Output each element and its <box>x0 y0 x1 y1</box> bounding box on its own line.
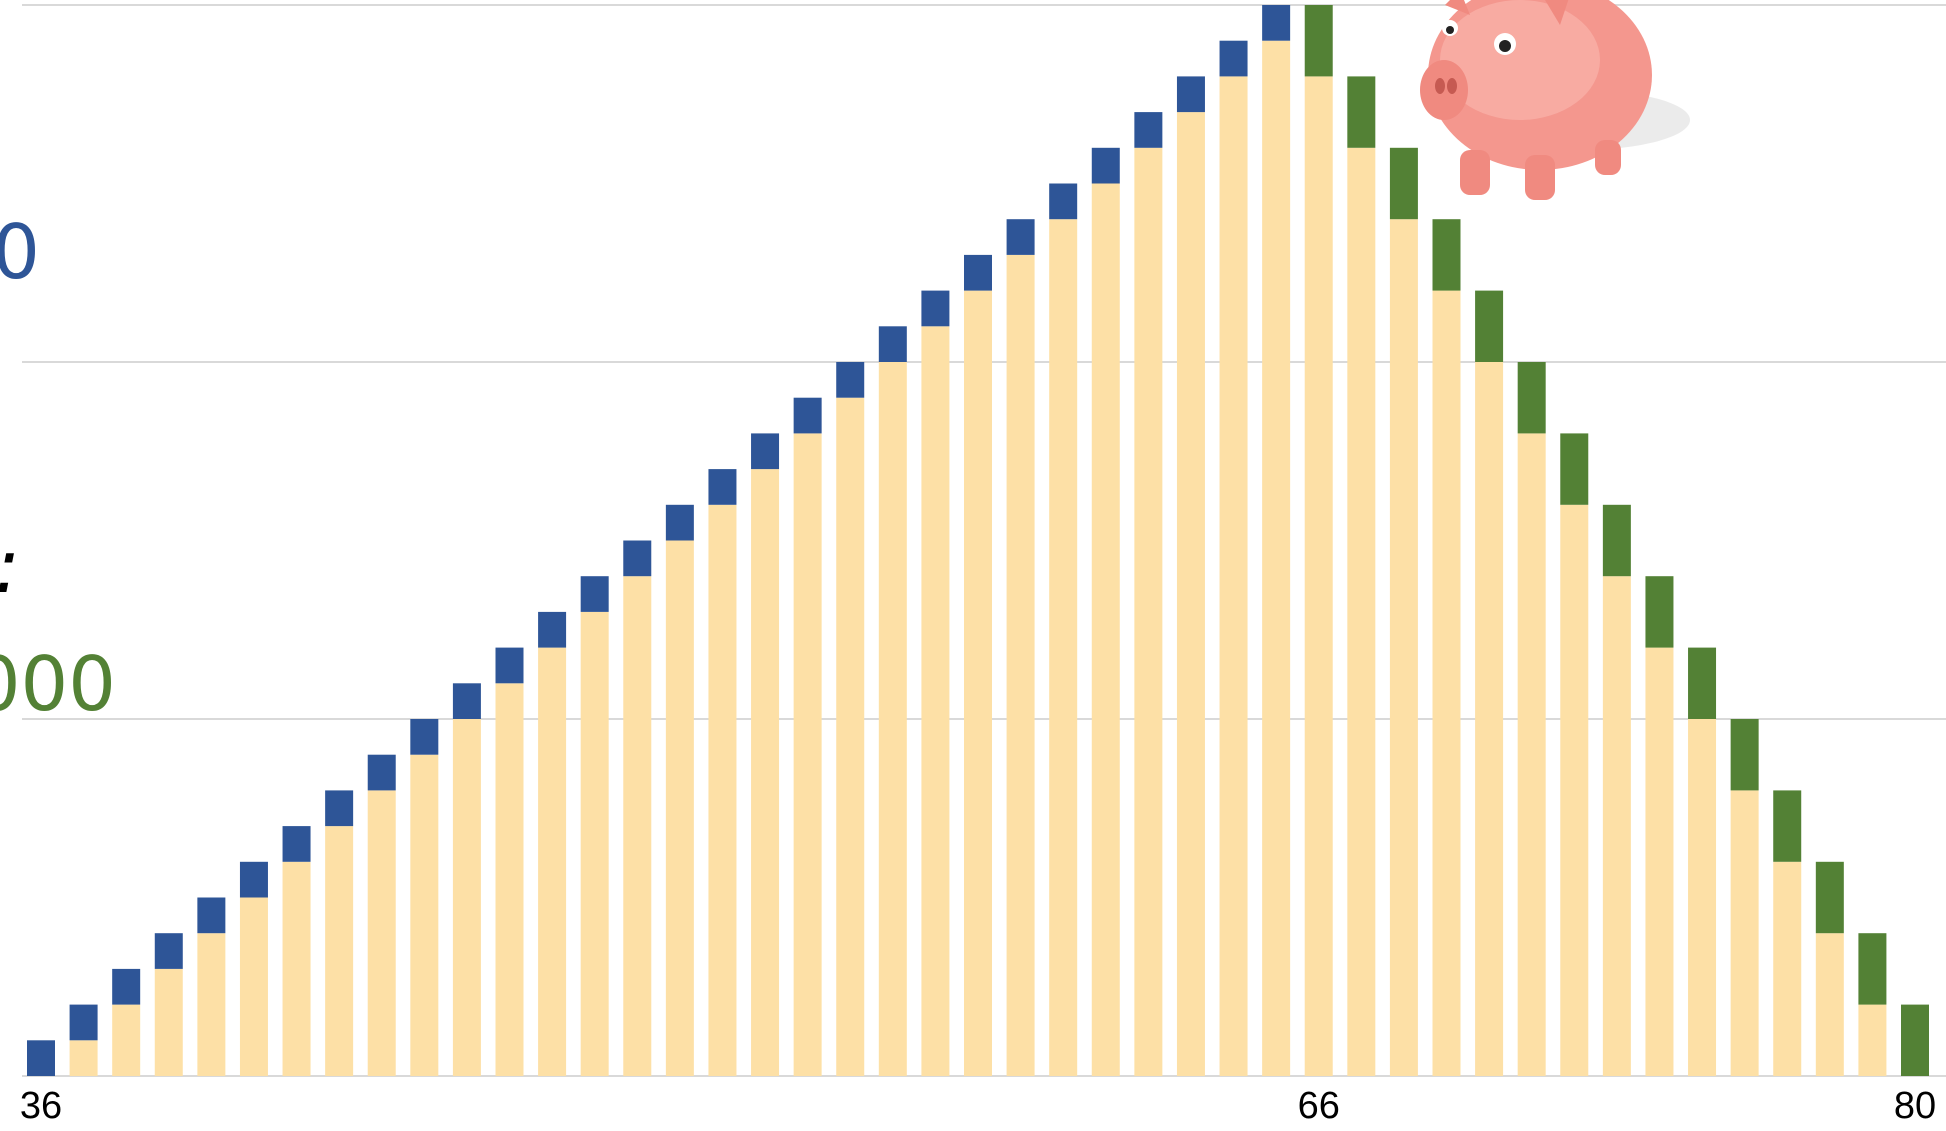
bar-segment <box>1006 219 1035 255</box>
bar-segment <box>495 683 524 1076</box>
bar-segment <box>921 326 950 1076</box>
bar-segment <box>964 290 992 1077</box>
bar-segment <box>1219 76 1248 1076</box>
bar-segment <box>1730 790 1759 1076</box>
bar-segment <box>1858 933 1887 1005</box>
bar-segment <box>793 397 822 434</box>
bar-segment <box>69 1040 98 1076</box>
bar-segment <box>921 290 950 327</box>
bar-segment <box>410 754 439 1076</box>
bar-segment <box>1645 576 1674 648</box>
bar-segment <box>1475 290 1504 362</box>
bar-segment <box>1347 76 1376 148</box>
bar-segment <box>1517 433 1546 1076</box>
bar-segment <box>1219 40 1248 77</box>
bar-segment <box>197 933 226 1076</box>
bar-segment <box>1602 504 1631 577</box>
bar-segment <box>964 254 992 291</box>
bar-segment <box>751 433 780 470</box>
bar-segment <box>1773 790 1802 862</box>
bar-segment <box>1389 147 1418 220</box>
bar-segment <box>282 826 311 862</box>
bar-segment <box>1091 147 1120 184</box>
bar-segment <box>1901 1004 1929 1076</box>
bar-segment <box>708 469 737 505</box>
bar-segment <box>878 326 907 362</box>
annotation: 0 <box>0 208 40 296</box>
bar-segment <box>1815 933 1844 1076</box>
bar-segment <box>1389 219 1418 1076</box>
bar-segment <box>69 1004 98 1041</box>
bar-segment <box>1134 112 1163 148</box>
bar-segment <box>580 611 609 1076</box>
bar-segment <box>1560 433 1589 505</box>
bar-segment <box>1262 5 1291 41</box>
bar-segment <box>154 933 183 969</box>
bar-segment <box>112 1004 141 1076</box>
bar-segment <box>751 469 780 1077</box>
bar-segment <box>1176 76 1205 113</box>
x-tick-label: 36 <box>20 1085 62 1127</box>
bar-segment <box>1432 290 1461 1077</box>
bar-segment <box>1091 183 1120 1076</box>
annotation: 000 <box>0 640 116 728</box>
bar-segment <box>367 754 396 791</box>
bar-segment <box>1134 147 1163 1077</box>
bar-segment <box>1304 5 1333 77</box>
bar-segment <box>154 968 183 1076</box>
bar-segment <box>1688 719 1717 1076</box>
bar-segment <box>1602 576 1631 1076</box>
bar-segment <box>325 790 354 827</box>
bar-segment <box>367 790 396 1076</box>
bar-segment <box>1432 219 1461 291</box>
bar-segment <box>665 504 694 541</box>
bar-segment <box>836 362 865 398</box>
bar-segment <box>197 897 226 934</box>
bar-segment <box>1304 76 1333 1076</box>
bar-segment <box>452 683 481 719</box>
bar-segment <box>495 647 524 684</box>
bar-segment <box>1006 254 1035 1076</box>
bar-segment <box>1560 504 1589 1076</box>
bar-segment <box>239 897 268 1076</box>
annotation: : <box>0 522 20 610</box>
bar-segment <box>1688 647 1717 719</box>
bar-segment <box>836 397 865 1076</box>
bar-segment <box>538 611 567 648</box>
bar-segment <box>538 647 567 1076</box>
bar-segment <box>1176 112 1205 1077</box>
bar-segment <box>1645 647 1674 1076</box>
bar-segment <box>1475 362 1504 1076</box>
bar-segment <box>325 826 354 1076</box>
bar-segment <box>1049 219 1078 1076</box>
bar-segment <box>623 540 652 577</box>
bar-segment <box>1262 40 1291 1077</box>
bar-segment <box>27 1040 55 1076</box>
bar-segment <box>1858 1004 1887 1076</box>
x-tick-label: 80 <box>1894 1085 1936 1127</box>
bar-segment <box>1049 183 1078 220</box>
bar-segment <box>410 719 439 755</box>
bar-segment <box>793 433 822 1076</box>
bar-segment <box>623 576 652 1076</box>
bar-segment <box>1815 861 1844 934</box>
bar-segment <box>665 540 694 1076</box>
bar-segment <box>1730 719 1759 791</box>
piggy-bank-image <box>1420 0 1690 200</box>
bar-segment <box>580 576 609 612</box>
bar-segment <box>1347 147 1376 1077</box>
x-tick-label: 66 <box>1298 1085 1340 1127</box>
bar-segment <box>239 861 268 898</box>
bar-segment <box>452 719 481 1076</box>
bar-segment <box>112 968 141 1005</box>
bar-segment <box>1517 362 1546 434</box>
bar-segment <box>708 504 737 1076</box>
bar-segment <box>282 861 311 1076</box>
bar-segment <box>878 362 907 1076</box>
bar-segment <box>1773 861 1802 1076</box>
